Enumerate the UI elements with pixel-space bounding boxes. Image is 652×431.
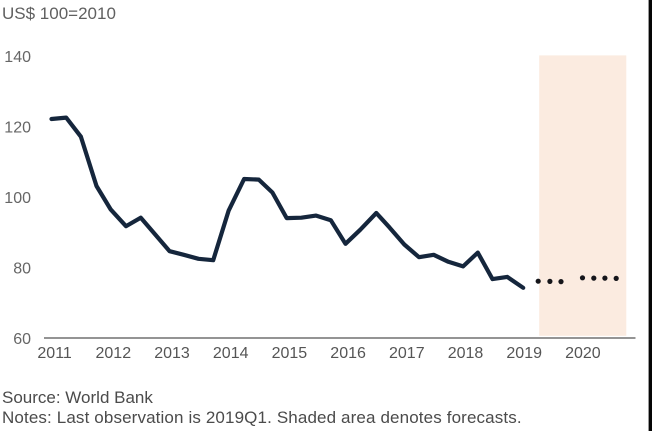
svg-text:140: 140 bbox=[4, 49, 31, 66]
svg-text:US$ 100=2010: US$ 100=2010 bbox=[2, 4, 116, 23]
svg-text:2014: 2014 bbox=[213, 345, 249, 362]
svg-text:2018: 2018 bbox=[448, 345, 484, 362]
svg-text:2011: 2011 bbox=[37, 345, 72, 362]
svg-text:2015: 2015 bbox=[272, 345, 308, 362]
svg-text:2016: 2016 bbox=[330, 345, 366, 362]
svg-text:2013: 2013 bbox=[154, 345, 190, 362]
svg-text:2019: 2019 bbox=[506, 345, 542, 362]
svg-text:80: 80 bbox=[13, 261, 31, 278]
svg-text:Notes: Last observation is 201: Notes: Last observation is 2019Q1. Shade… bbox=[2, 408, 522, 427]
svg-text:2017: 2017 bbox=[389, 345, 425, 362]
svg-text:2012: 2012 bbox=[96, 345, 132, 362]
svg-text:60: 60 bbox=[13, 331, 31, 348]
svg-text:100: 100 bbox=[4, 190, 31, 207]
svg-text:Source: World Bank: Source: World Bank bbox=[2, 388, 153, 407]
svg-text:2020: 2020 bbox=[565, 345, 601, 362]
svg-text:120: 120 bbox=[4, 120, 31, 137]
